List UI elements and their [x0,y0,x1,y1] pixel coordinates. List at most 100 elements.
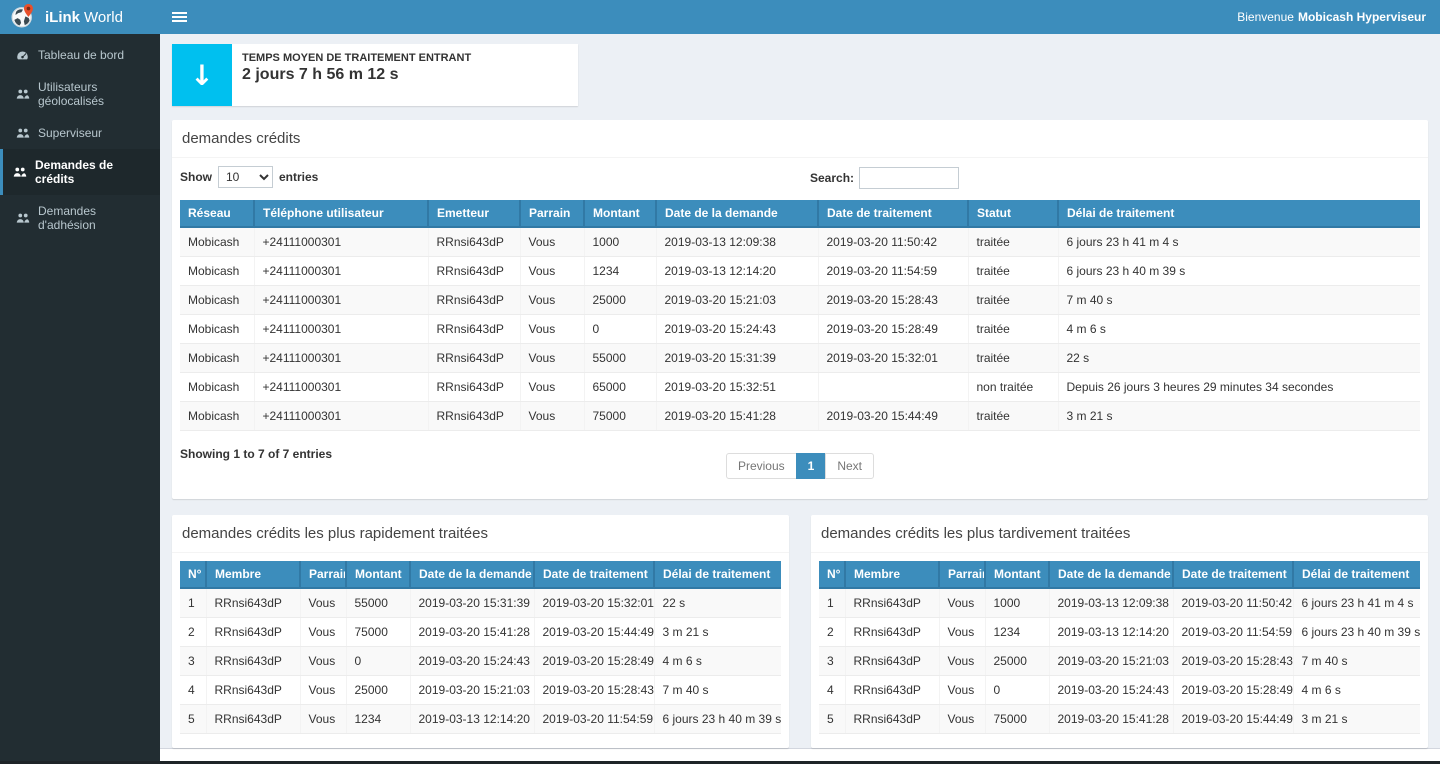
sidebar-item-tableau-de-bord[interactable]: Tableau de bord [0,39,160,71]
sidebar-item-superviseur[interactable]: Superviseur [0,117,160,149]
globe-pin-icon [10,3,36,32]
table-cell: 4 [180,676,206,705]
sidebar-item-label: Utilisateurs géolocalisés [38,80,152,108]
table-cell: RRnsi643dP [428,257,520,286]
table-cell: 2019-03-20 15:31:39 [656,344,818,373]
table-cell: Vous [300,588,346,618]
table-cell: 3 m 21 s [1058,402,1420,431]
column-header: Téléphone utilisateur [254,200,428,227]
page-1-button[interactable]: 1 [796,453,827,479]
entries-select[interactable]: 10 [218,166,273,188]
table-cell: 2019-03-13 12:14:20 [1049,618,1173,647]
sidebar-item-utilisateurs-geolocalises[interactable]: Utilisateurs géolocalisés [0,71,160,117]
table-cell: 65000 [584,373,656,402]
table-cell: 2019-03-20 15:44:49 [1173,705,1293,734]
table-cell: Mobicash [180,344,254,373]
table-cell: RRnsi643dP [206,588,300,618]
table-cell: RRnsi643dP [428,286,520,315]
table-summary: Showing 1 to 7 of 7 entries [180,447,332,461]
table-cell: 2 [819,618,845,647]
table-cell: 2019-03-20 11:50:42 [818,227,968,257]
next-page-button[interactable]: Next [825,453,874,479]
table-cell: +24111000301 [254,286,428,315]
sidebar-toggle-button[interactable] [160,2,199,32]
table-cell: Vous [300,618,346,647]
table-cell: 0 [584,315,656,344]
table-cell: 2019-03-20 15:41:28 [410,618,534,647]
fastest-processed-table: N°MembreParrainMontantDate de la demande… [180,561,781,734]
sidebar-item-demandes-adhesion[interactable]: Demandes d'adhésion [0,195,160,241]
table-cell: 2019-03-20 11:54:59 [1173,618,1293,647]
table-cell: 2019-03-13 12:14:20 [656,257,818,286]
table-cell: 7 m 40 s [654,676,781,705]
table-cell: 75000 [985,705,1049,734]
column-header: Délai de traitement [1058,200,1420,227]
table-cell: 2019-03-13 12:09:38 [1049,588,1173,618]
dashboard-icon [15,49,30,62]
table-cell: RRnsi643dP [206,618,300,647]
table-cell: Vous [300,676,346,705]
sidebar-item-label: Tableau de bord [38,48,124,62]
table-cell: 75000 [346,618,410,647]
table-cell: 75000 [584,402,656,431]
table-cell: +24111000301 [254,315,428,344]
table-row: Mobicash+24111000301RRnsi643dPVous02019-… [180,315,1420,344]
table-cell: RRnsi643dP [428,315,520,344]
sidebar-item-demandes-de-credits[interactable]: Demandes de crédits [0,149,160,195]
table-row: 4RRnsi643dPVous250002019-03-20 15:21:032… [180,676,781,705]
table-cell: 7 m 40 s [1293,647,1420,676]
table-cell: 2019-03-20 15:31:39 [410,588,534,618]
pagination: Previous 1 Next [180,445,1420,479]
previous-page-button[interactable]: Previous [726,453,797,479]
table-cell: 2019-03-20 15:32:51 [656,373,818,402]
table-cell: traitée [968,344,1058,373]
table-cell: Mobicash [180,315,254,344]
table-cell: 7 m 40 s [1058,286,1420,315]
table-cell: 0 [346,647,410,676]
search-input[interactable] [859,167,959,189]
search-control: Search: [810,167,959,189]
table-cell: +24111000301 [254,227,428,257]
table-cell: traitée [968,315,1058,344]
table-cell: 2019-03-20 15:28:43 [534,676,654,705]
panel-demandes-credits: demandes crédits Show 10 entries Search:… [172,120,1428,499]
users-icon [15,127,30,139]
table-cell: non traitée [968,373,1058,402]
table-cell: 6 jours 23 h 40 m 39 s [1058,257,1420,286]
column-header: Parrain [520,200,584,227]
show-label: Show [180,170,212,184]
table-cell: 2019-03-20 15:28:43 [818,286,968,315]
table-row: Mobicash+24111000301RRnsi643dPVous123420… [180,257,1420,286]
table-cell: 5 [819,705,845,734]
top-navbar: BienvenueMobicash Hyperviseur [160,0,1440,34]
welcome-message: BienvenueMobicash Hyperviseur [1237,10,1440,24]
table-cell: RRnsi643dP [206,676,300,705]
table-cell: Depuis 26 jours 3 heures 29 minutes 34 s… [1058,373,1420,402]
table-cell: RRnsi643dP [845,676,939,705]
table-cell: +24111000301 [254,344,428,373]
table-cell: 2019-03-20 15:44:49 [818,402,968,431]
table-cell: 3 [819,647,845,676]
table-cell: 2019-03-20 15:28:49 [1173,676,1293,705]
column-header: Parrain [300,561,346,588]
table-cell: 2019-03-20 15:24:43 [1049,676,1173,705]
table-cell [818,373,968,402]
table-cell: 3 m 21 s [654,618,781,647]
sidebar-item-label: Superviseur [38,126,102,140]
table-cell: 1234 [346,705,410,734]
demandes-credits-table: RéseauTéléphone utilisateurEmetteurParra… [180,200,1420,431]
table-cell: 22 s [1058,344,1420,373]
table-cell: RRnsi643dP [428,373,520,402]
table-cell: 2019-03-20 15:32:01 [818,344,968,373]
table-cell: 6 jours 23 h 41 m 4 s [1293,588,1420,618]
column-header: Membre [206,561,300,588]
table-row: 1RRnsi643dPVous550002019-03-20 15:31:392… [180,588,781,618]
table-cell: Vous [520,286,584,315]
table-cell: 4 m 6 s [1058,315,1420,344]
app-logo[interactable]: iLinkWorld [0,0,160,34]
table-cell: 0 [985,676,1049,705]
table-cell: +24111000301 [254,373,428,402]
table-cell: 2019-03-20 15:41:28 [1049,705,1173,734]
table-cell: 2019-03-20 11:54:59 [818,257,968,286]
table-cell: RRnsi643dP [845,705,939,734]
